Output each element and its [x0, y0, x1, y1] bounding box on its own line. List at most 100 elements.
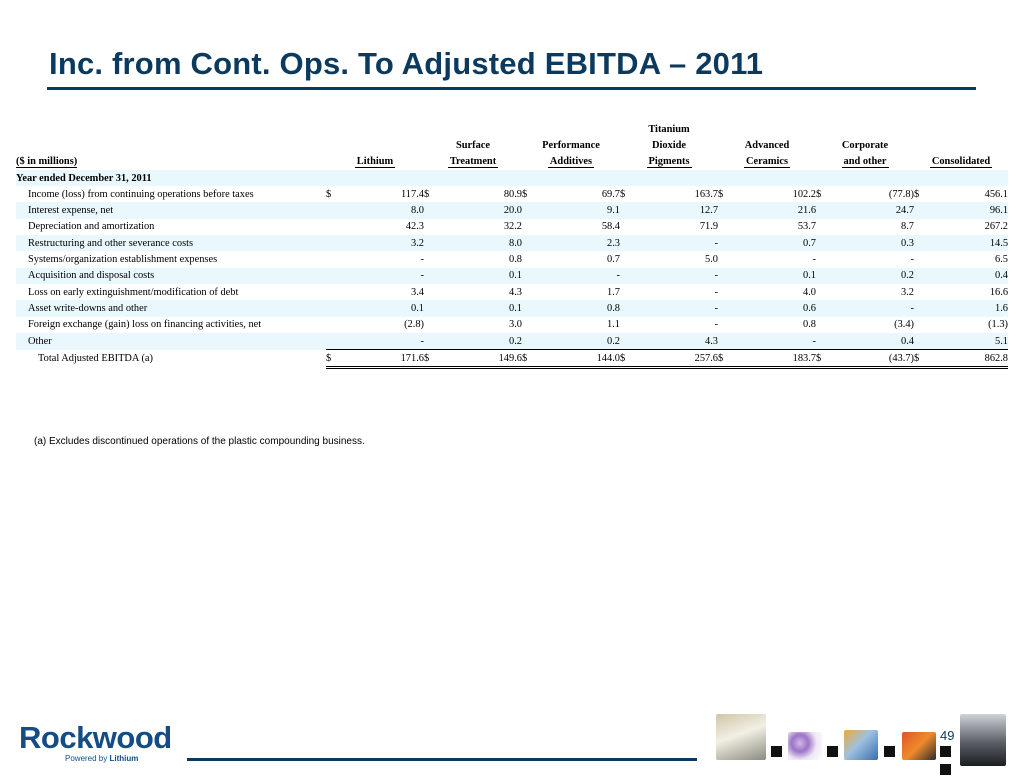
header-row-2: Surface Performance Dioxide Advanced Cor… [16, 137, 1008, 153]
col-header-corporate-l1 [816, 121, 914, 137]
currency-symbol [522, 300, 544, 316]
currency-symbol [620, 251, 642, 267]
row-label: Acquisition and disposal costs [16, 268, 326, 284]
currency-symbol [424, 219, 446, 235]
section-row: Year ended December 31, 2011 [16, 170, 1008, 186]
currency-symbol [522, 333, 544, 350]
currency-symbol [718, 333, 740, 350]
col-header-consolidated-l2 [914, 137, 1008, 153]
cell-value: 8.7 [838, 219, 914, 235]
col-header-surface-l2: Surface [424, 137, 522, 153]
cell-value: 144.0 [544, 350, 620, 368]
cell-value: 14.5 [936, 235, 1008, 251]
cell-value: 4.3 [642, 333, 718, 350]
currency-symbol [326, 317, 348, 333]
currency-symbol [522, 235, 544, 251]
currency-symbol [326, 268, 348, 284]
currency-symbol [424, 284, 446, 300]
col-header-titanium-dioxide-pigments: Pigments [647, 156, 692, 168]
currency-symbol [718, 235, 740, 251]
table-row: Loss on early extinguishment/modificatio… [16, 284, 1008, 300]
footer-rule [187, 758, 697, 761]
cell-value: 0.4 [936, 268, 1008, 284]
cell-value: 5.1 [936, 333, 1008, 350]
cell-value: 456.1 [936, 186, 1008, 202]
cell-value: 58.4 [544, 219, 620, 235]
cell-value: 9.1 [544, 202, 620, 218]
bullet-square [940, 764, 951, 775]
bullet-square [827, 746, 838, 757]
currency-symbol: $ [424, 350, 446, 368]
currency-symbol [326, 300, 348, 316]
currency-symbol: $ [522, 186, 544, 202]
currency-symbol [816, 300, 838, 316]
currency-symbol [914, 268, 936, 284]
currency-symbol [522, 202, 544, 218]
cell-value: 24.7 [838, 202, 914, 218]
currency-symbol [718, 284, 740, 300]
cell-value: 1.6 [936, 300, 1008, 316]
currency-symbol [522, 268, 544, 284]
currency-symbol: $ [620, 350, 642, 368]
cell-value: - [544, 268, 620, 284]
cell-value: 3.2 [838, 284, 914, 300]
particles-image [788, 732, 822, 760]
table-row: Interest expense, net 8.0 20.0 9.1 12.7 21.6 2… [16, 202, 1008, 218]
cell-value: 32.2 [446, 219, 522, 235]
cell-value: - [642, 235, 718, 251]
currency-symbol [816, 235, 838, 251]
currency-symbol [424, 235, 446, 251]
currency-symbol: $ [326, 350, 348, 368]
units-label: ($ in millions) [16, 156, 77, 168]
cell-value: 117.4 [348, 186, 424, 202]
cell-value: - [740, 333, 816, 350]
currency-symbol: $ [326, 186, 348, 202]
cell-value: 5.0 [642, 251, 718, 267]
currency-symbol [522, 317, 544, 333]
cell-value: (1.3) [936, 317, 1008, 333]
currency-symbol [718, 268, 740, 284]
cell-value: 257.6 [642, 350, 718, 368]
currency-symbol [914, 202, 936, 218]
currency-symbol [620, 268, 642, 284]
product-image-strip [716, 714, 1016, 780]
cell-value: - [348, 333, 424, 350]
cell-value: 71.9 [642, 219, 718, 235]
col-header-performance-additives: Additives [548, 156, 594, 168]
slide-title: Inc. from Cont. Ops. To Adjusted EBITDA … [49, 46, 763, 82]
currency-symbol: $ [424, 186, 446, 202]
currency-symbol [424, 268, 446, 284]
cell-value: 0.2 [838, 268, 914, 284]
currency-symbol [718, 251, 740, 267]
cell-value: 149.6 [446, 350, 522, 368]
cell-value: 42.3 [348, 219, 424, 235]
currency-symbol [816, 333, 838, 350]
currency-symbol [816, 268, 838, 284]
currency-symbol [816, 219, 838, 235]
cell-value: 862.8 [936, 350, 1008, 368]
cell-value: - [348, 268, 424, 284]
col-header-consolidated: Consolidated [930, 156, 992, 168]
header-row-3: ($ in millions) Lithium Treatment Additi… [16, 154, 1008, 170]
title-underline [47, 87, 976, 90]
currency-symbol: $ [816, 186, 838, 202]
cell-value: 4.3 [446, 284, 522, 300]
cell-value: - [642, 300, 718, 316]
currency-symbol [620, 300, 642, 316]
cell-value: 12.7 [642, 202, 718, 218]
rockwood-logo: Rockwood Powered by Lithium [19, 722, 172, 763]
currency-symbol [326, 219, 348, 235]
logo-wordmark: Rockwood [19, 722, 172, 754]
currency-symbol [914, 251, 936, 267]
row-label: Interest expense, net [16, 202, 326, 218]
cell-value: 267.2 [936, 219, 1008, 235]
cell-value: - [348, 251, 424, 267]
currency-symbol [718, 202, 740, 218]
cell-value: 0.8 [544, 300, 620, 316]
currency-symbol [816, 251, 838, 267]
col-header-corporate-l2: Corporate [816, 137, 914, 153]
cell-value: 96.1 [936, 202, 1008, 218]
cell-value: 20.0 [446, 202, 522, 218]
col-header-lithium: Lithium [355, 156, 395, 168]
col-header-ceramics-l2: Advanced [718, 137, 816, 153]
